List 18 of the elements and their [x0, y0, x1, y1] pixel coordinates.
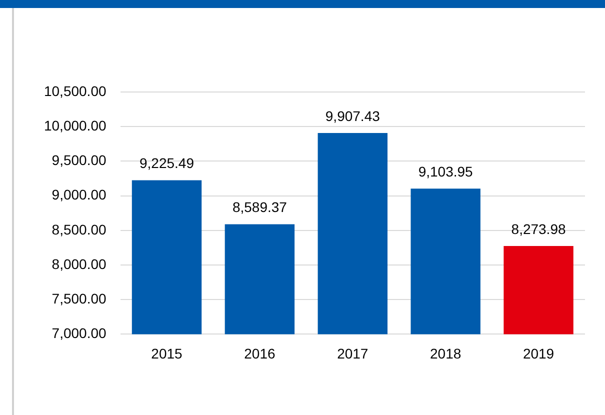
- y-tick-label: 9,500.00: [52, 152, 106, 168]
- x-tick-label: 2018: [430, 345, 462, 362]
- y-tick-label: 9,000.00: [52, 186, 106, 203]
- data-label: 8,589.37: [232, 199, 288, 216]
- x-tick-label: 2016: [244, 345, 276, 362]
- data-label: 9,225.49: [140, 155, 194, 172]
- y-tick-label: 10,000.00: [44, 117, 106, 134]
- x-tick-label: 2019: [522, 345, 554, 362]
- y-tick-label: 8,000.00: [52, 256, 106, 272]
- data-label: 8,273.98: [511, 220, 566, 237]
- data-label: 9,103.95: [418, 163, 474, 180]
- y-tick-label: 7,500.00: [52, 290, 106, 306]
- x-tick-label: 2017: [337, 345, 368, 362]
- data-label: 9,907.43: [325, 108, 380, 124]
- y-tick-label: 8,500.00: [52, 221, 106, 238]
- y-tick-label: 10,500.00: [44, 82, 106, 99]
- x-tick-label: 2015: [151, 345, 183, 362]
- y-tick-label: 7,000.00: [52, 325, 106, 342]
